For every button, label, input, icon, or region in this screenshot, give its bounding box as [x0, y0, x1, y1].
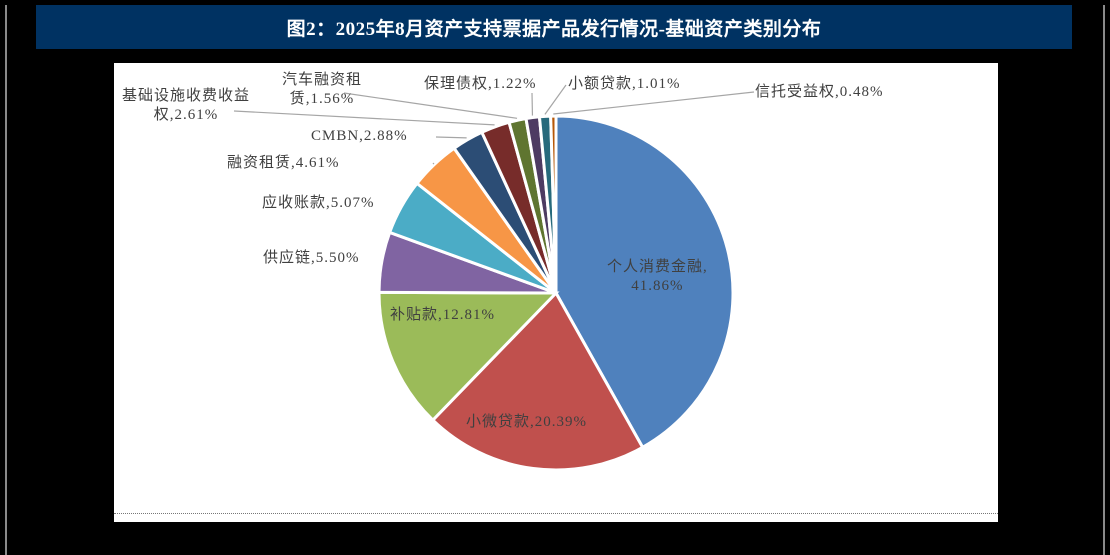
label-line-1: 个人消费金融, — [607, 259, 708, 275]
leader-line — [553, 91, 755, 115]
label-supply-chain: 供应链,5.50% — [263, 250, 360, 266]
pie-slice — [554, 114, 735, 450]
label-line-2: 赁,1.56% — [289, 91, 355, 107]
bottom-dotted-rule — [114, 513, 998, 514]
pie-graphic — [233, 84, 755, 472]
right-frame-line — [1103, 5, 1105, 555]
label-line-2: 权,2.61% — [153, 107, 219, 123]
label-cmbn: CMBN,2.88% — [311, 128, 408, 144]
pie-slice — [549, 114, 558, 294]
left-frame-line — [5, 5, 7, 555]
label-subsidy: 补贴款,12.81% — [390, 307, 495, 323]
label-line-1: 汽车融资租 — [282, 72, 363, 88]
label-auto-leasing: 汽车融资租 赁,1.56% — [282, 71, 362, 109]
label-personal-consumer-finance: 个人消费金融, 41.86% — [607, 258, 708, 296]
label-small-micro-loans: 小微贷款,20.39% — [466, 414, 587, 430]
pie-slice — [430, 290, 645, 472]
label-micro-credit: 小额贷款,1.01% — [568, 76, 681, 92]
label-line-1: 基础设施收费收益 — [122, 88, 251, 104]
leader-line — [432, 162, 435, 165]
label-financial-leasing: 融资租赁,4.61% — [227, 155, 340, 171]
label-trust-beneficiary: 信托受益权,0.48% — [755, 84, 884, 100]
label-infrastructure-fee: 基础设施收费收益 权,2.61% — [122, 87, 250, 125]
label-receivables: 应收账款,5.07% — [262, 195, 375, 211]
leader-line — [435, 136, 467, 139]
pie-chart: 个人消费金融, 41.86% 小微贷款,20.39% 补贴款,12.81% 供应… — [114, 63, 998, 522]
label-line-2: 41.86% — [631, 278, 684, 294]
leader-line — [544, 84, 567, 115]
label-factoring: 保理债权,1.22% — [424, 76, 537, 92]
pie-slice — [377, 290, 560, 423]
chart-title: 图2：2025年8月资产支持票据产品发行情况-基础资产类别分布 — [36, 5, 1072, 49]
leader-line — [343, 92, 518, 119]
leader-line — [233, 110, 495, 126]
